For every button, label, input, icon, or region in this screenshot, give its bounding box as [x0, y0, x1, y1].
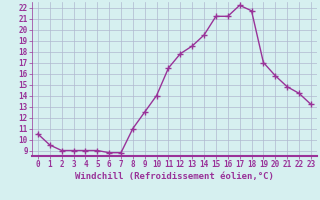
X-axis label: Windchill (Refroidissement éolien,°C): Windchill (Refroidissement éolien,°C): [75, 172, 274, 181]
